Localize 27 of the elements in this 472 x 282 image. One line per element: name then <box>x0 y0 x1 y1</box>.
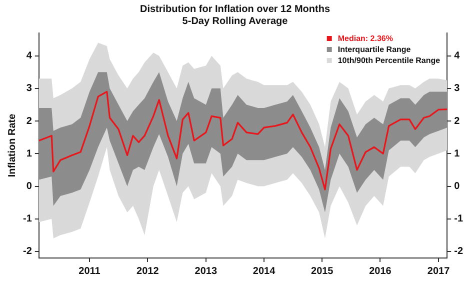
y2-tick-label: -2 <box>454 246 464 258</box>
y-tick-label: -1 <box>22 214 32 225</box>
x-tick-label: 2015 <box>311 266 334 277</box>
x-tick-label: 2017 <box>427 266 450 277</box>
y2-tick-label: 2 <box>454 116 460 127</box>
legend-label: Interquartile Range <box>338 45 412 54</box>
y-tick-label: 1 <box>26 148 32 160</box>
x-tick-label: 2014 <box>252 266 276 277</box>
legend-label: 10th/90th Percentile Range <box>338 56 441 66</box>
legend-label: Median: 2.36% <box>338 34 393 44</box>
y-tick-label: 3 <box>26 83 32 94</box>
y-axis-title: Inflation Rate <box>6 113 18 178</box>
y2-tick-label: 1 <box>454 148 460 160</box>
y-tick-label: 4 <box>26 50 32 62</box>
y2-tick-label: 4 <box>454 50 460 62</box>
x-tick-label: 2016 <box>369 266 392 277</box>
y2-tick-label: -1 <box>454 214 464 225</box>
y2-tick-label: 3 <box>454 83 460 94</box>
x-tick-label: 2012 <box>136 266 160 277</box>
chart-subtitle: 5-Day Rolling Average <box>182 16 288 27</box>
x-tick-label: 2013 <box>194 266 218 277</box>
x-tick-label: 2011 <box>78 266 101 277</box>
y-tick-label: -2 <box>22 246 32 258</box>
chart-title: Distribution for Inflation over 12 Months <box>140 4 330 15</box>
y-tick-label: 0 <box>26 181 32 192</box>
y2-tick-label: 0 <box>454 181 460 192</box>
y-tick-label: 2 <box>26 116 32 127</box>
